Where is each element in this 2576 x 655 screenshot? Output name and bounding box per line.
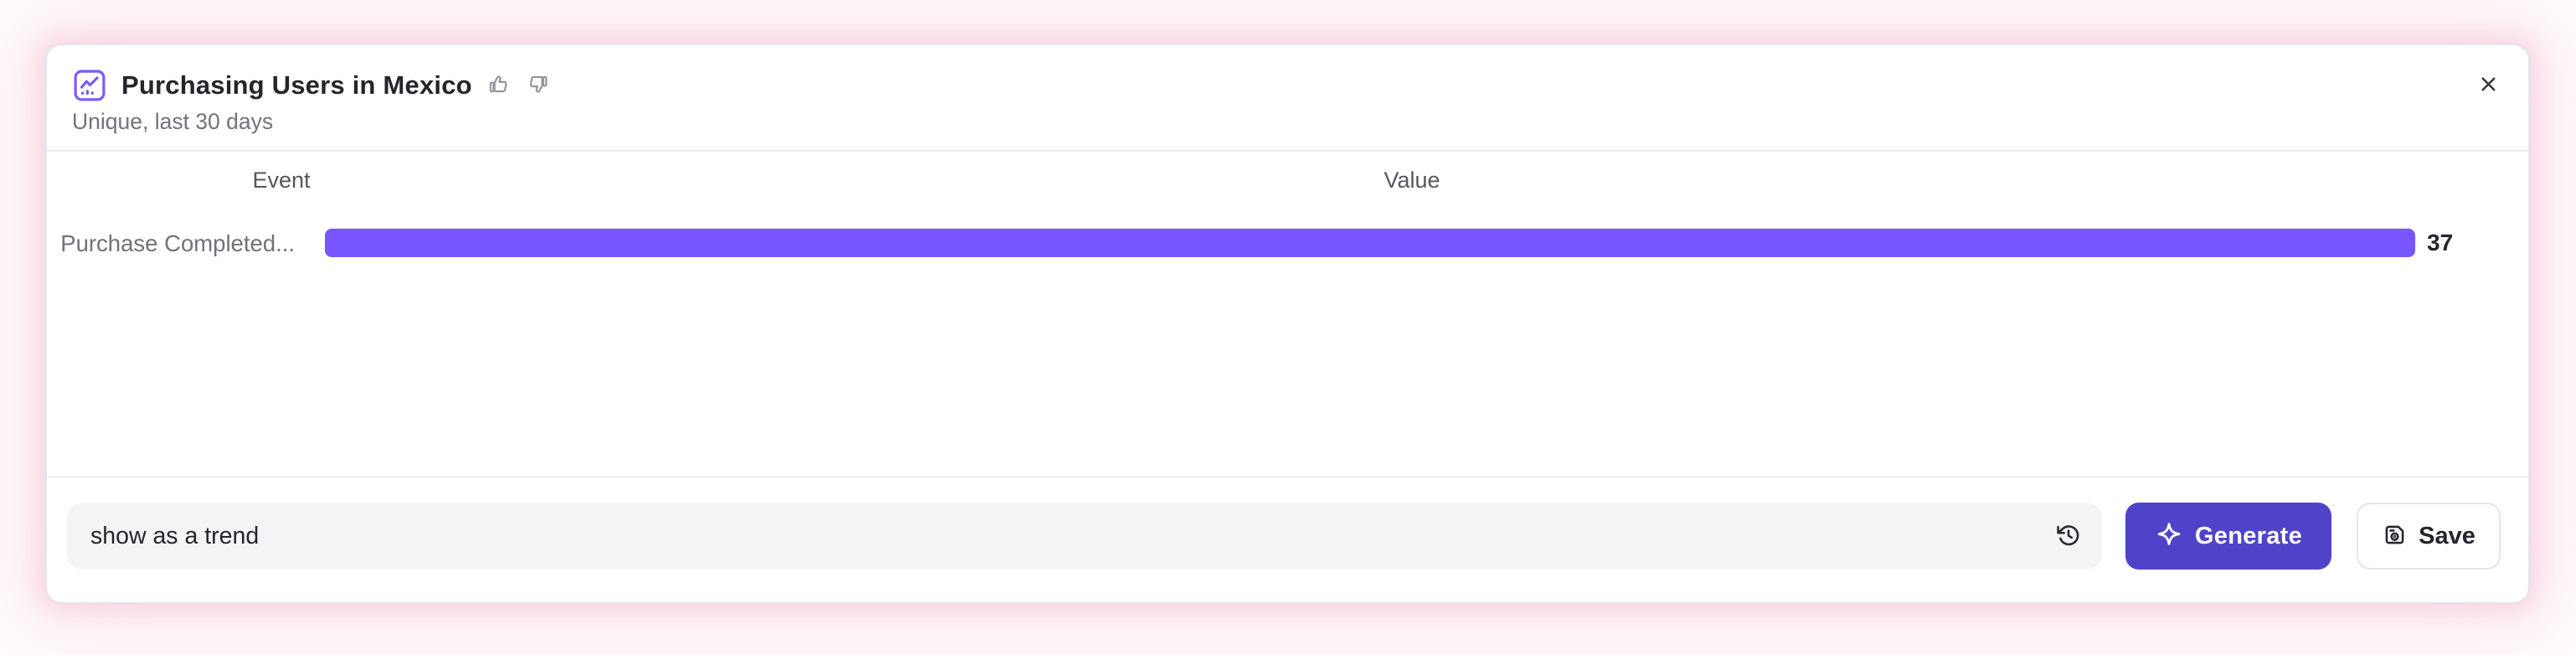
bar-row-label: Purchase Completed... — [60, 230, 295, 256]
thumbs-up-button[interactable] — [487, 73, 512, 98]
chart-subtitle: Unique, last 30 days — [72, 109, 274, 134]
bar[interactable] — [325, 229, 2415, 257]
bar-value: 37 — [2427, 230, 2454, 255]
header-divider — [47, 150, 2528, 152]
save-button[interactable]: Save — [2357, 503, 2501, 570]
history-button[interactable] — [2050, 518, 2085, 554]
save-button-label: Save — [2419, 522, 2476, 549]
column-header-event: Event — [252, 168, 311, 193]
generate-button-label: Generate — [2194, 522, 2303, 549]
card-header: Purchasing Users in Mexico — [74, 67, 2505, 104]
page-title: Purchasing Users in Mexico — [121, 70, 472, 100]
sparkle-icon — [2155, 521, 2183, 552]
generate-button[interactable]: Generate — [2125, 503, 2331, 570]
save-icon — [2382, 522, 2408, 550]
line-chart-icon — [74, 70, 106, 101]
thumbs-up-icon — [487, 73, 510, 98]
prompt-input-wrap — [67, 503, 2102, 569]
close-button[interactable] — [2471, 69, 2505, 102]
bar-track — [325, 229, 2415, 257]
thumbs-down-button[interactable] — [526, 73, 551, 98]
close-icon — [2477, 73, 2500, 98]
thumbs-down-icon — [527, 73, 549, 98]
history-icon — [2055, 522, 2081, 550]
footer-divider — [47, 476, 2528, 477]
prompt-input[interactable] — [67, 503, 2027, 569]
chart-card: Purchasing Users in Mexico — [45, 44, 2530, 604]
column-header-value: Value — [1383, 168, 1440, 193]
